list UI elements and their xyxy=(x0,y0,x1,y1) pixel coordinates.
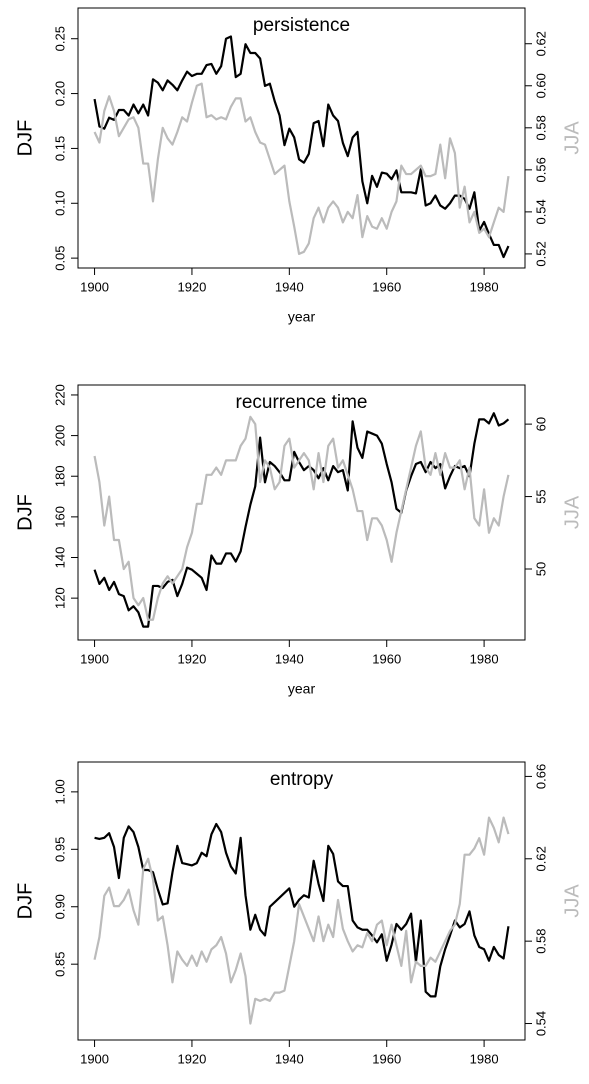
x-axis-label: year xyxy=(288,309,316,325)
y-tick-label: 120 xyxy=(52,587,67,609)
y-tick-label: 0.85 xyxy=(52,952,67,977)
y-tick-label: 0.95 xyxy=(52,837,67,862)
x-tick-label: 1920 xyxy=(177,1051,206,1066)
x-tick-label: 1960 xyxy=(372,651,401,666)
panel-title: persistence xyxy=(253,15,350,36)
x-tick-label: 1980 xyxy=(470,1051,499,1066)
x-tick-label: 1940 xyxy=(275,1051,304,1066)
y-tick-label: 220 xyxy=(52,384,67,406)
y2-tick-label: 0.60 xyxy=(533,73,548,98)
y2-tick-label: 0.58 xyxy=(533,928,548,953)
y-tick-label: 0.25 xyxy=(52,26,67,51)
x-tick-label: 1960 xyxy=(372,1051,401,1066)
y-axis-label: DJF xyxy=(14,883,36,920)
y2-tick-label: 0.54 xyxy=(533,1011,548,1036)
y2-axis-label: JJA xyxy=(561,884,583,918)
x-tick-label: 1900 xyxy=(80,279,109,294)
y2-axis-label: JJA xyxy=(561,121,583,155)
y-tick-label: 160 xyxy=(52,506,67,528)
y2-tick-label: 0.58 xyxy=(533,115,548,140)
y-axis-label: DJF xyxy=(14,494,36,531)
y2-tick-label: 60 xyxy=(533,417,548,431)
y-tick-label: 0.15 xyxy=(52,136,67,161)
data-line xyxy=(93,415,510,621)
y-tick-label: 200 xyxy=(52,425,67,447)
plot-frame xyxy=(77,384,526,641)
y2-tick-label: 55 xyxy=(533,489,548,503)
data-line xyxy=(93,412,510,628)
y-tick-label: 140 xyxy=(52,547,67,569)
x-axis-label: year xyxy=(288,681,316,697)
data-line xyxy=(93,82,510,256)
x-axis-label: year xyxy=(288,1081,316,1084)
y-axis-label: DJF xyxy=(14,120,36,157)
y-tick-label: 0.10 xyxy=(52,191,67,216)
x-tick-label: 1900 xyxy=(80,1051,109,1066)
y-tick-label: 0.90 xyxy=(52,894,67,919)
y2-tick-label: 0.66 xyxy=(533,764,548,789)
panel-title: entropy xyxy=(270,769,334,790)
x-tick-label: 1920 xyxy=(177,651,206,666)
data-line xyxy=(93,816,510,1025)
x-tick-label: 1960 xyxy=(372,279,401,294)
x-tick-label: 1920 xyxy=(177,279,206,294)
y2-axis-label: JJA xyxy=(561,495,583,529)
plot-frame xyxy=(77,7,526,269)
x-tick-label: 1980 xyxy=(470,651,499,666)
x-tick-label: 1940 xyxy=(275,651,304,666)
y2-tick-label: 0.62 xyxy=(533,846,548,871)
y2-tick-label: 0.54 xyxy=(533,199,548,224)
x-tick-label: 1980 xyxy=(470,279,499,294)
panel-title: recurrence time xyxy=(236,392,368,413)
y-tick-label: 180 xyxy=(52,465,67,487)
y-tick-label: 1.00 xyxy=(52,779,67,804)
y2-tick-label: 0.56 xyxy=(533,157,548,182)
x-tick-label: 1940 xyxy=(275,279,304,294)
y-tick-label: 0.20 xyxy=(52,81,67,106)
y2-tick-label: 0.52 xyxy=(533,241,548,266)
data-line xyxy=(93,35,510,259)
x-tick-label: 1900 xyxy=(80,651,109,666)
y-tick-label: 0.05 xyxy=(52,245,67,270)
y2-tick-label: 50 xyxy=(533,562,548,576)
data-line xyxy=(94,822,510,998)
plot-frame xyxy=(77,761,526,1041)
y2-tick-label: 0.62 xyxy=(533,31,548,56)
